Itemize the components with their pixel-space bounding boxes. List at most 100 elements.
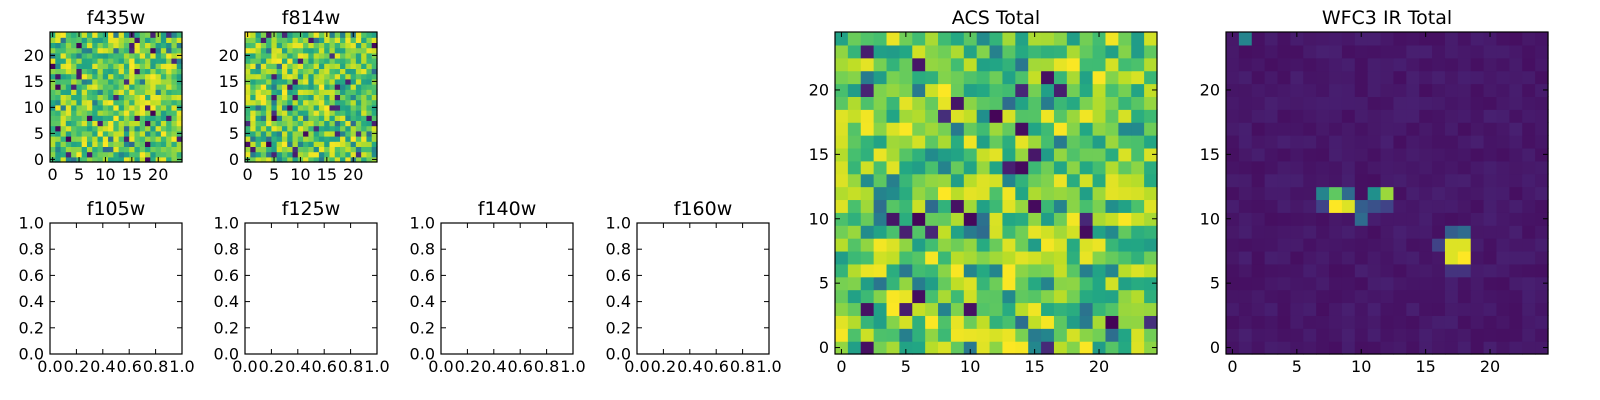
heatmap-cell	[171, 110, 178, 116]
heatmap-cell	[324, 94, 331, 101]
heatmap-cell	[255, 94, 262, 101]
heatmap-cell	[65, 63, 72, 69]
heatmap-cell	[308, 63, 315, 69]
heatmap-cell	[355, 125, 362, 132]
heatmap-cell	[102, 52, 109, 59]
heatmap-cell	[886, 32, 900, 46]
heatmap-cell	[86, 136, 93, 142]
heatmap-cell	[899, 302, 913, 316]
heatmap-cell	[860, 160, 875, 175]
heatmap-cell	[1432, 289, 1446, 304]
heatmap-cell	[361, 47, 368, 54]
x-tick-label: 15	[1415, 357, 1435, 376]
heatmap-cell	[65, 130, 72, 137]
heatmap-cell	[899, 341, 913, 355]
heatmap-cell	[1118, 315, 1132, 329]
heatmap-cell	[334, 110, 341, 116]
heatmap-cell	[287, 47, 294, 54]
heatmap-cell	[1406, 147, 1420, 162]
heatmap-cell	[334, 47, 341, 54]
heatmap-cell	[318, 52, 325, 59]
heatmap-cell	[1316, 32, 1330, 46]
heatmap-cell	[329, 146, 336, 153]
heatmap-cell	[1251, 238, 1266, 252]
heatmap-cell	[55, 156, 62, 163]
heatmap-cell	[1092, 289, 1107, 304]
heatmap-cell	[1509, 173, 1523, 188]
heatmap-cell	[963, 83, 978, 97]
heatmap-cell	[281, 151, 288, 158]
heatmap-cell	[76, 89, 83, 95]
heatmap-cell	[118, 42, 125, 49]
heatmap-cell	[102, 84, 109, 90]
heatmap-cell	[1290, 289, 1304, 304]
heatmap-cell	[92, 52, 99, 59]
heatmap-cell	[145, 63, 151, 69]
heatmap-cell	[1419, 341, 1433, 355]
heatmap-cell	[129, 52, 136, 59]
heatmap-cell	[287, 125, 294, 132]
heatmap-cell	[160, 136, 167, 142]
heatmap-cell	[71, 52, 77, 59]
heatmap-cell	[86, 99, 93, 106]
heatmap-cell	[847, 341, 862, 355]
heatmap-cell	[1303, 83, 1317, 97]
heatmap-cell	[86, 84, 93, 90]
heatmap-cell	[324, 99, 331, 106]
heatmap-cell	[81, 63, 88, 69]
heatmap-cell	[60, 110, 67, 116]
heatmap-cell	[134, 136, 141, 142]
heatmap-cell	[886, 135, 900, 149]
heatmap-cell	[361, 115, 368, 121]
heatmap-cell	[155, 115, 162, 121]
heatmap-cell	[271, 89, 278, 95]
heatmap-cell	[873, 135, 888, 149]
heatmap-cell	[989, 328, 1004, 342]
heatmap-cell	[1419, 160, 1433, 175]
heatmap-cell	[123, 73, 130, 80]
heatmap-cell	[55, 47, 62, 54]
heatmap-cell	[1496, 276, 1510, 291]
heatmap-cell	[1406, 109, 1420, 123]
heatmap-cell	[1118, 302, 1132, 316]
heatmap-cell	[318, 94, 325, 101]
heatmap-cell	[303, 32, 309, 38]
heatmap-cell	[65, 120, 72, 127]
heatmap-cell	[303, 104, 309, 111]
heatmap-cell	[1444, 328, 1459, 342]
heatmap-cell	[92, 125, 99, 132]
heatmap-cell	[1251, 225, 1266, 239]
heatmap-cell	[1028, 276, 1042, 291]
heatmap-cell	[1131, 263, 1145, 278]
heatmap-cell	[976, 186, 991, 201]
heatmap-cell	[166, 141, 173, 147]
heatmap-cell	[1535, 83, 1549, 97]
heatmap-cell	[287, 37, 294, 43]
heatmap-cell	[160, 42, 167, 49]
heatmap-cell	[1303, 96, 1317, 110]
heatmap-cell	[1496, 135, 1510, 149]
heatmap-cell	[860, 276, 875, 291]
heatmap-cell	[835, 250, 849, 265]
heatmap-cell	[1457, 186, 1472, 201]
heatmap-cell	[292, 89, 299, 95]
heatmap-cell	[292, 141, 299, 147]
heatmap-cell	[139, 130, 146, 137]
heatmap-cell	[1144, 135, 1158, 149]
heatmap-cell	[102, 125, 109, 132]
heatmap-cell	[886, 109, 900, 123]
heatmap-cell	[1264, 302, 1279, 316]
heatmap-cell	[81, 136, 88, 142]
heatmap-cell	[847, 250, 862, 265]
heatmap-cell	[1535, 250, 1549, 265]
heatmap-cell	[1066, 173, 1081, 188]
heatmap-cell	[860, 186, 875, 201]
y-tick-label: 1.0	[19, 214, 44, 233]
heatmap-cell	[150, 37, 157, 43]
heatmap-cell	[1316, 147, 1330, 162]
heatmap-cell	[1144, 57, 1158, 72]
heatmap-cell	[1522, 250, 1536, 265]
heatmap-cell	[160, 78, 167, 85]
heatmap-cell	[65, 151, 72, 158]
